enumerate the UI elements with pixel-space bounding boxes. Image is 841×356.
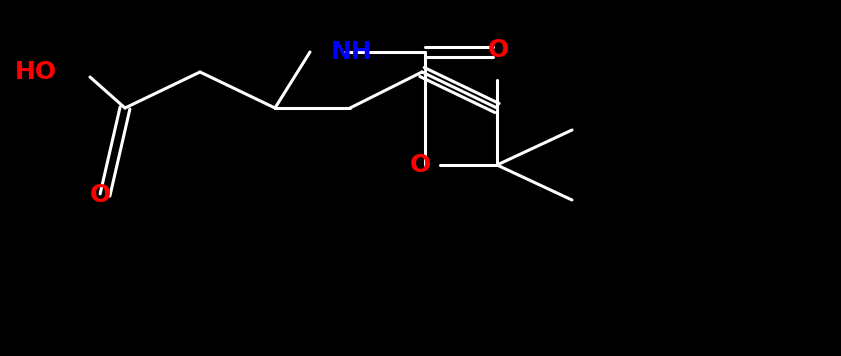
Text: O: O — [410, 153, 431, 177]
Text: HO: HO — [15, 60, 57, 84]
Text: O: O — [89, 183, 111, 207]
Text: O: O — [488, 38, 509, 62]
Text: NH: NH — [331, 40, 373, 64]
